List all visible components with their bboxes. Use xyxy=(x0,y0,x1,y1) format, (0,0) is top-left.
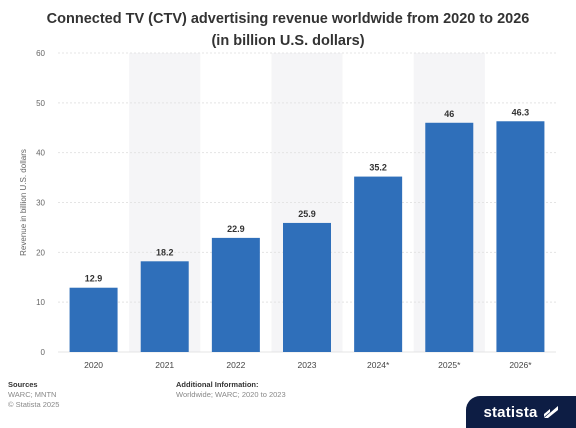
additional-info-block: Additional Information: Worldwide; WARC;… xyxy=(176,380,286,400)
bar xyxy=(496,121,545,352)
bar xyxy=(140,261,189,352)
bar-value-label: 46.3 xyxy=(512,107,530,117)
y-tick-label: 30 xyxy=(36,199,45,208)
x-tick-label: 2022 xyxy=(226,360,245,370)
bar-value-label: 35.2 xyxy=(369,163,387,173)
y-tick-label: 10 xyxy=(36,298,45,307)
bar xyxy=(69,287,118,352)
bar-value-label: 22.9 xyxy=(227,224,245,234)
bar-value-label: 12.9 xyxy=(85,274,103,284)
y-tick-label: 40 xyxy=(36,149,45,158)
x-tick-label: 2020 xyxy=(84,360,103,370)
x-tick-label: 2026* xyxy=(509,360,532,370)
y-tick-label: 0 xyxy=(41,348,46,357)
statista-logo[interactable]: statista xyxy=(466,396,576,428)
y-axis-label: Revenue in billion U.S. dollars xyxy=(19,149,28,256)
bar-value-label: 25.9 xyxy=(298,209,316,219)
copyright-text: © Statista 2025 xyxy=(8,400,60,409)
sources-block: Sources WARC; MNTN © Statista 2025 xyxy=(8,380,59,410)
bar-value-label: 18.2 xyxy=(156,247,174,257)
x-tick-label: 2025* xyxy=(438,360,461,370)
bar xyxy=(425,122,474,353)
brand-name: statista xyxy=(483,403,538,421)
statista-logo-icon xyxy=(543,406,558,418)
sources-heading: Sources xyxy=(8,380,38,389)
bar xyxy=(283,222,331,352)
x-tick-label: 2023 xyxy=(298,360,317,370)
y-tick-label: 20 xyxy=(36,248,45,257)
y-tick-label: 60 xyxy=(36,49,45,58)
bar-value-label: 46 xyxy=(444,109,454,119)
x-tick-label: 2024* xyxy=(367,360,390,370)
bar xyxy=(211,237,260,352)
x-tick-label: 2021 xyxy=(155,360,174,370)
chart-title: Connected TV (CTV) advertising revenue w… xyxy=(46,11,530,49)
bar-chart: 0 10 20 30 40 50 60 Revenue in billion U.S. dol… xyxy=(19,49,556,370)
additional-info-heading[interactable]: Additional Information: xyxy=(176,380,259,389)
sources-text[interactable]: WARC; MNTN xyxy=(8,390,57,399)
additional-info-text: Worldwide; WARC; 2020 to 2023 xyxy=(176,390,286,399)
y-tick-label: 50 xyxy=(36,99,45,108)
bar xyxy=(354,176,403,352)
